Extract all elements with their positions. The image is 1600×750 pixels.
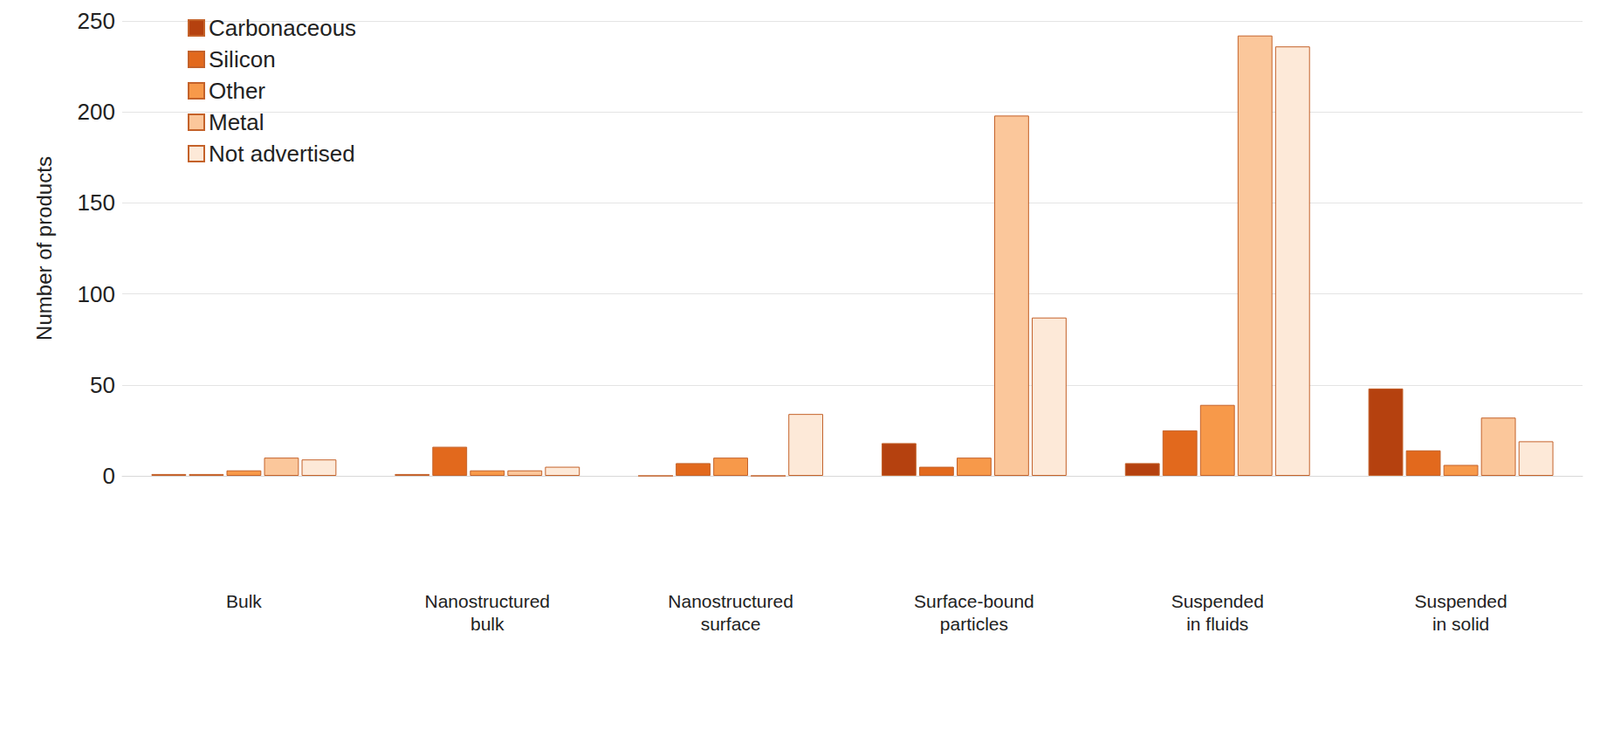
svg-text:Not advertised: Not advertised <box>208 140 356 167</box>
svg-text:Suspended: Suspended <box>1414 590 1507 612</box>
svg-text:Metal: Metal <box>208 109 265 136</box>
svg-text:in fluids: in fluids <box>1186 613 1249 634</box>
svg-text:0: 0 <box>103 462 116 489</box>
svg-text:150: 150 <box>77 189 116 216</box>
svg-text:Carbonaceous: Carbonaceous <box>208 14 357 42</box>
svg-text:in solid: in solid <box>1432 613 1490 634</box>
svg-text:Surface-bound: Surface-bound <box>913 590 1035 612</box>
svg-text:Number of products: Number of products <box>32 156 56 341</box>
svg-text:Other: Other <box>208 77 266 104</box>
svg-text:Bulk: Bulk <box>226 590 262 612</box>
svg-text:Suspended: Suspended <box>1171 590 1264 612</box>
svg-text:surface: surface <box>700 613 762 634</box>
svg-text:50: 50 <box>89 371 116 399</box>
svg-text:100: 100 <box>77 281 116 308</box>
svg-text:250: 250 <box>77 7 116 35</box>
svg-text:Nanostructured: Nanostructured <box>667 590 794 612</box>
svg-text:bulk: bulk <box>470 613 505 634</box>
svg-text:particles: particles <box>940 613 1009 634</box>
svg-text:200: 200 <box>77 98 116 125</box>
svg-text:Nanostructured: Nanostructured <box>424 590 550 612</box>
svg-text:Silicon: Silicon <box>208 46 276 73</box>
